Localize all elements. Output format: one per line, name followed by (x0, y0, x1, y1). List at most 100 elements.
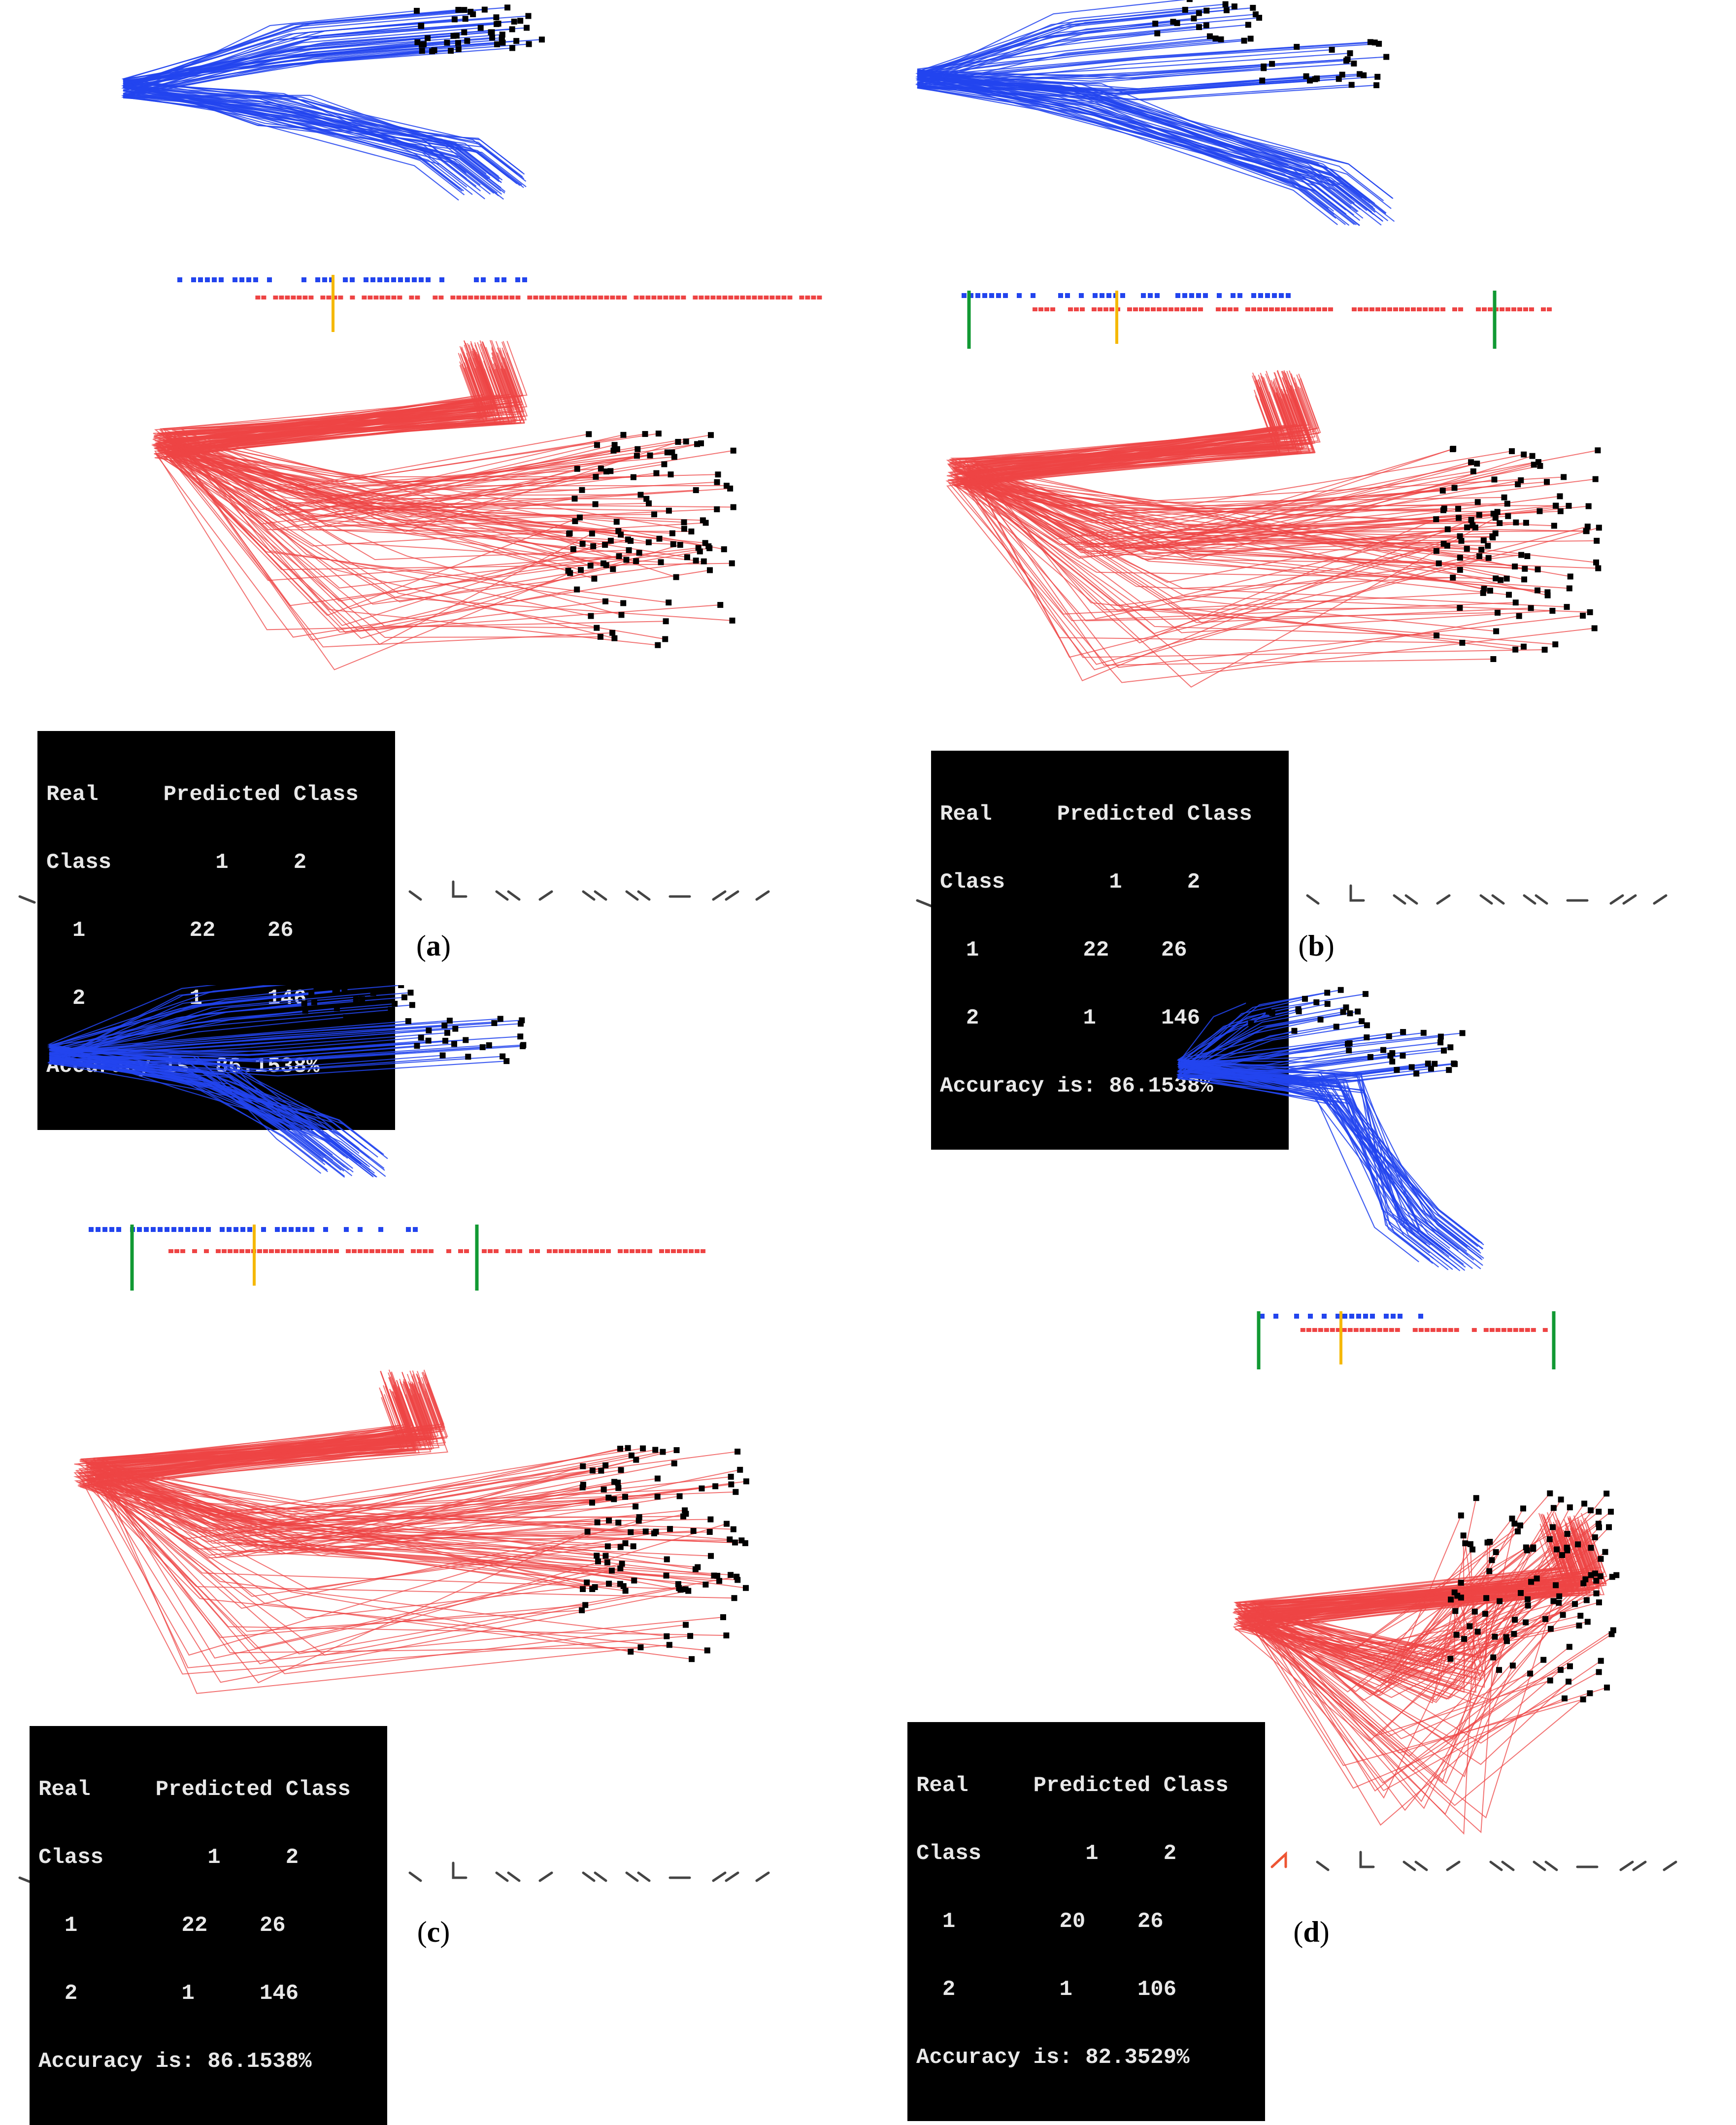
class-2-strip-dot (665, 1249, 670, 1253)
class-1-point (448, 48, 454, 54)
class-1-point (1307, 77, 1313, 84)
class-2-point (1494, 509, 1501, 515)
caption-d: (d) (1293, 1916, 1330, 1948)
glyph-mark (755, 890, 770, 901)
class-2-strip-dot (515, 296, 521, 299)
class-1-strip-dot (384, 277, 389, 282)
class-2-line (74, 1394, 631, 1653)
class-2-point (1591, 625, 1598, 631)
class-2-strip-dot (740, 296, 745, 299)
class-2-strip-dot (1501, 1328, 1506, 1332)
class-1-point (1425, 1061, 1431, 1067)
class-1-line (1178, 1032, 1480, 1243)
class-2-point (618, 1467, 624, 1473)
class-2-line (80, 1382, 612, 1571)
class-2-point (1546, 1536, 1553, 1542)
class-1-point (1196, 10, 1202, 16)
cm-cell: 26 (1137, 1909, 1164, 1934)
class-2-point (645, 500, 652, 506)
class-1-point (517, 1033, 524, 1040)
glyph-mark (1653, 894, 1668, 905)
class-2-point (647, 452, 653, 459)
class-2-strip-dot (657, 296, 663, 299)
class-2-point (693, 487, 699, 494)
class-2-strip-dot (346, 1249, 351, 1253)
class-2-point (1559, 1552, 1565, 1559)
class-2-point (702, 520, 709, 526)
class-2-point (727, 485, 734, 492)
class-2-point (1487, 1539, 1493, 1545)
class-2-point (1613, 1572, 1620, 1578)
cm-header-real: Real (46, 782, 99, 807)
class-2-lines (1233, 1493, 1617, 1835)
class-2-strip-dot (1495, 1328, 1501, 1332)
class-1-point (477, 25, 484, 31)
class-2-strip-dot (423, 1249, 428, 1253)
class-1-strip-dot (495, 277, 500, 282)
glyph-mark (452, 880, 467, 898)
class-2-point (656, 535, 663, 542)
class-2-point (1520, 1505, 1527, 1512)
class-2-point (1512, 646, 1519, 653)
class-2-line (93, 1392, 670, 1538)
class-2-point (1452, 1608, 1459, 1614)
class-2-point (653, 470, 660, 476)
class-2-point (1535, 587, 1541, 594)
class-2-point (1433, 516, 1439, 523)
class-1-strip-dot (1182, 293, 1187, 298)
class-2-point (1588, 1545, 1594, 1551)
class-2-point (708, 1553, 714, 1559)
cm-accuracy-label: Accuracy is: (916, 2045, 1072, 2070)
class-2-point (601, 1486, 607, 1493)
class-2-strip-dot (397, 296, 402, 299)
class-2-point (1523, 520, 1529, 526)
class-2-point (591, 575, 598, 582)
class-2-strip-dot (728, 296, 734, 299)
class-2-strip-dot (373, 296, 379, 299)
class-2-strip-dot (304, 1249, 309, 1253)
class-2-point (579, 1484, 586, 1491)
class-1-point (1400, 1053, 1406, 1059)
class-2-strip-dot (781, 296, 787, 299)
class-2-strip-dot (369, 1249, 374, 1253)
class-2-point (1535, 566, 1541, 572)
class-2-point (1489, 533, 1496, 540)
class-2-line (1238, 1536, 1600, 1661)
class-2-point (1447, 1656, 1454, 1662)
class-1-line (123, 44, 466, 173)
class-2-line (1237, 1530, 1607, 1679)
class-1-strip-dot (282, 1227, 287, 1232)
class-2-point (655, 431, 662, 437)
class-2-point (645, 539, 652, 545)
class-2-point (669, 530, 675, 536)
class-2-line (80, 1377, 593, 1525)
class-1-point (1247, 35, 1254, 42)
class-2-line (954, 385, 1493, 545)
class-2-point (578, 567, 584, 573)
class-2-line (155, 340, 681, 639)
class-2-point (1595, 1521, 1602, 1527)
class-2-strip-dot (701, 1249, 705, 1253)
class-2-strip-dot (391, 296, 397, 299)
class-2-strip-dot (570, 1249, 575, 1253)
class-2-strip-dot (281, 1249, 286, 1253)
class-2-point (1433, 548, 1439, 554)
class-2-point (579, 1607, 585, 1614)
class-2-strip-dot (1109, 307, 1114, 311)
class-2-point (589, 531, 595, 537)
class-1-strip-dot (109, 1227, 114, 1232)
class-2-strip-dot (1364, 307, 1369, 311)
class-2-strip-dot (630, 1249, 634, 1253)
class-2-strip-dot (468, 296, 473, 299)
class-2-point (630, 1543, 636, 1550)
class-2-point (731, 1595, 737, 1601)
class-2-point (1603, 1491, 1610, 1497)
class-2-point (1577, 1613, 1584, 1619)
class-2-strip-dot (399, 1249, 404, 1253)
class-2-point (1525, 1602, 1531, 1609)
class-2-line (1238, 1523, 1606, 1674)
class-2-point (615, 1485, 622, 1491)
class-2-point (654, 1475, 661, 1482)
class-2-strip-dot (1304, 307, 1309, 311)
class-2-point (1509, 448, 1515, 454)
